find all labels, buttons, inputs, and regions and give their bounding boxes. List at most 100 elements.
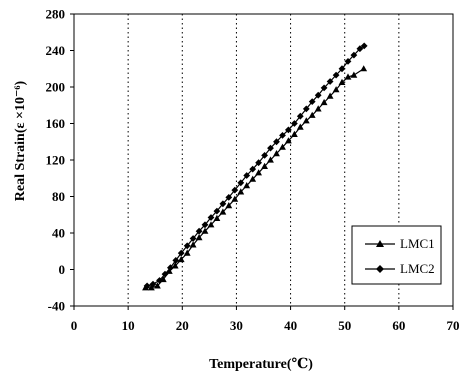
data-point-lmc2	[302, 105, 310, 113]
data-point-lmc1	[344, 73, 352, 80]
data-point-lmc2	[225, 194, 233, 201]
x-tick-label: 0	[71, 318, 78, 333]
series-line-lmc1	[145, 68, 365, 289]
series-lmc2	[143, 42, 368, 290]
data-point-lmc1	[267, 156, 274, 163]
y-tick-label: 0	[59, 262, 66, 277]
y-tick-label: 200	[46, 80, 66, 95]
y-axis-tick-labels: -40 0 40 80 120 160 200 240 280	[46, 7, 66, 314]
data-point-lmc2	[320, 84, 328, 92]
data-point-lmc1	[326, 92, 334, 99]
legend: LMC1 LMC2	[351, 225, 442, 285]
data-point-lmc2	[149, 280, 157, 288]
data-point-lmc2	[261, 152, 268, 159]
data-point-lmc2	[231, 186, 239, 194]
data-point-lmc1	[261, 162, 268, 169]
data-point-lmc2	[296, 112, 304, 120]
data-point-lmc2	[338, 65, 346, 73]
legend-triangle-marker	[376, 240, 384, 247]
y-tick-label: 40	[52, 226, 65, 241]
y-tick-label: -40	[48, 299, 65, 314]
data-point-lmc1	[308, 111, 316, 118]
data-point-lmc1	[231, 195, 239, 202]
y-tick-label: 280	[46, 7, 66, 22]
data-point-lmc1	[219, 208, 227, 215]
data-point-lmc1	[189, 241, 197, 248]
x-axis-tick-labels: 0 10 20 30 40 50 60 70	[71, 318, 460, 333]
data-point-lmc2	[291, 120, 298, 127]
data-point-lmc2	[308, 98, 316, 105]
data-point-lmc2	[267, 144, 274, 152]
axes	[70, 13, 454, 310]
x-tick-label: 10	[122, 318, 135, 333]
y-tick-label: 120	[46, 153, 66, 168]
data-point-lmc2	[273, 138, 280, 146]
data-point-lmc1	[148, 284, 155, 291]
data-point-lmc2	[314, 91, 322, 99]
x-tick-label: 70	[447, 318, 460, 333]
y-tick-label: 80	[52, 189, 65, 204]
data-point-lmc1	[171, 262, 179, 269]
data-point-lmc2	[167, 264, 174, 272]
x-tick-label: 60	[392, 318, 405, 333]
data-point-lmc1	[296, 123, 304, 130]
legend-item-lmc2: LMC2	[365, 261, 435, 276]
data-point-lmc2	[189, 235, 197, 242]
data-point-lmc2	[161, 270, 169, 278]
data-point-lmc2	[360, 42, 368, 50]
data-point-lmc2	[332, 71, 340, 79]
data-point-lmc1	[285, 137, 292, 144]
data-point-lmc2	[237, 179, 245, 187]
data-point-lmc1	[243, 182, 251, 189]
data-point-lmc2	[249, 165, 257, 173]
data-point-lmc2	[177, 249, 185, 257]
y-axis-title: Real Strain(ε ×10⁻⁶)	[13, 80, 28, 201]
series-layer	[142, 42, 368, 291]
data-point-lmc2	[201, 221, 209, 229]
data-point-lmc2	[285, 126, 292, 134]
data-point-lmc1	[350, 71, 358, 78]
data-point-lmc2	[243, 172, 251, 179]
data-point-lmc2	[195, 227, 203, 235]
data-point-lmc1	[249, 175, 257, 182]
data-point-lmc1	[237, 188, 245, 195]
legend-item-lmc1: LMC1	[365, 236, 435, 251]
data-point-lmc1	[213, 214, 221, 221]
legend-diamond-marker	[376, 265, 384, 273]
data-point-lmc1	[273, 150, 280, 157]
data-point-lmc2	[219, 200, 227, 208]
data-point-lmc1	[332, 86, 340, 93]
data-point-lmc1	[165, 267, 173, 274]
data-point-lmc2	[350, 51, 358, 59]
data-point-lmc2	[183, 242, 191, 250]
data-point-lmc1	[320, 98, 328, 106]
data-point-lmc2	[213, 207, 221, 215]
data-point-lmc1	[291, 130, 298, 137]
series-lmc1	[142, 65, 368, 291]
data-point-lmc2	[156, 277, 163, 284]
x-tick-label: 30	[230, 318, 243, 333]
data-point-lmc1	[360, 65, 368, 72]
data-point-lmc2	[326, 78, 334, 85]
data-point-lmc1	[201, 227, 209, 234]
x-tick-label: 40	[284, 318, 297, 333]
x-axis-title: Temperature(℃)	[209, 357, 313, 372]
data-point-lmc1	[302, 117, 310, 124]
data-point-lmc1	[314, 105, 322, 112]
data-point-lmc1	[279, 143, 286, 150]
data-point-lmc1	[225, 202, 233, 209]
data-point-lmc1	[195, 234, 203, 241]
data-point-lmc2	[207, 214, 215, 221]
legend-label-lmc1: LMC1	[400, 236, 435, 251]
y-tick-label: 240	[46, 43, 66, 58]
legend-label-lmc2: LMC2	[400, 261, 435, 276]
legend-box	[351, 225, 442, 285]
x-tick-label: 50	[338, 318, 351, 333]
data-point-lmc2	[172, 257, 180, 264]
data-point-lmc1	[154, 282, 161, 289]
data-point-lmc2	[356, 45, 364, 53]
data-point-lmc2	[344, 58, 352, 65]
data-point-lmc1	[183, 249, 191, 256]
x-tick-label: 20	[176, 318, 189, 333]
